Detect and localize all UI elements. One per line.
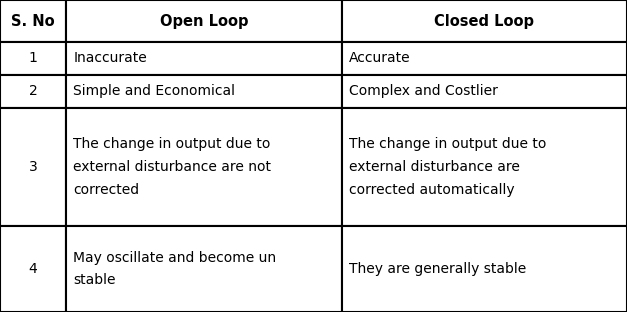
Text: Complex and Costlier: Complex and Costlier bbox=[349, 84, 498, 98]
Text: 2: 2 bbox=[29, 84, 37, 98]
Bar bbox=[342, 0, 627, 42]
Bar bbox=[66, 108, 342, 226]
Text: Open Loop: Open Loop bbox=[159, 13, 248, 29]
Bar bbox=[66, 42, 342, 75]
Text: Closed Loop: Closed Loop bbox=[435, 13, 534, 29]
Bar bbox=[66, 226, 342, 312]
Bar bbox=[0, 42, 66, 75]
Text: 3: 3 bbox=[29, 160, 37, 174]
Text: Accurate: Accurate bbox=[349, 51, 411, 66]
Text: S. No: S. No bbox=[11, 13, 55, 29]
Text: The change in output due to
external disturbance are
corrected automatically: The change in output due to external dis… bbox=[349, 137, 547, 197]
Bar bbox=[0, 226, 66, 312]
Text: Simple and Economical: Simple and Economical bbox=[73, 84, 235, 98]
Text: The change in output due to
external disturbance are not
corrected: The change in output due to external dis… bbox=[73, 137, 271, 197]
Bar bbox=[66, 75, 342, 108]
Bar bbox=[66, 0, 342, 42]
Text: May oscillate and become un
stable: May oscillate and become un stable bbox=[73, 251, 277, 287]
Bar bbox=[0, 0, 66, 42]
Text: 4: 4 bbox=[29, 262, 37, 276]
Bar bbox=[0, 108, 66, 226]
Text: They are generally stable: They are generally stable bbox=[349, 262, 527, 276]
Bar bbox=[342, 75, 627, 108]
Bar bbox=[0, 75, 66, 108]
Text: Inaccurate: Inaccurate bbox=[73, 51, 147, 66]
Text: 1: 1 bbox=[28, 51, 38, 66]
Bar bbox=[342, 42, 627, 75]
Bar bbox=[342, 226, 627, 312]
Bar bbox=[342, 108, 627, 226]
